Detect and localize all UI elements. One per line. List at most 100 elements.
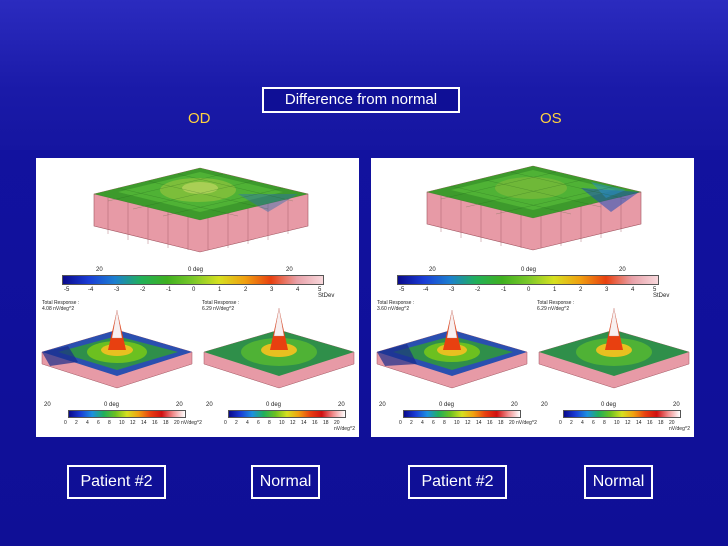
tick-label: 4 <box>631 287 635 293</box>
axis-label: 20 <box>44 402 51 408</box>
caption-od-patient: Patient #2 <box>67 465 166 499</box>
tick-label: -1 <box>166 287 172 293</box>
axis-label: 20 <box>286 267 293 273</box>
slide-title: Difference from normal <box>262 87 460 113</box>
patient-scale-ticks: 0 2 4 6 8 10 12 14 16 18 20 nV/deg^2 <box>64 420 204 428</box>
axis-label: 20 <box>619 267 626 273</box>
caption-os-patient: Patient #2 <box>408 465 507 499</box>
tick-label: 20 nV/deg^2 <box>509 420 537 426</box>
tick-label: 14 <box>476 420 482 426</box>
patient-response-value: 3.60 nV/deg^2 <box>377 306 410 312</box>
tick-label: 3 <box>605 287 609 293</box>
tick-label: 20 nV/deg^2 <box>174 420 202 426</box>
tick-label: -3 <box>449 287 455 293</box>
tick-label: 2 <box>579 287 583 293</box>
tick-label: 12 <box>465 420 471 426</box>
difference-scale-ticks: -5 -4 -3 -2 -1 0 1 2 3 4 5 StDev <box>399 287 671 299</box>
axis-label: 20 <box>379 402 386 408</box>
header-band <box>0 0 728 150</box>
axis-label: 0 deg <box>104 402 120 408</box>
caption-od-normal: Normal <box>251 465 320 499</box>
tick-label: 12 <box>625 420 631 426</box>
tick-label: 16 <box>647 420 653 426</box>
normal-response-value: 6.29 nV/deg^2 <box>202 306 235 312</box>
panel-od: 20 0 deg 20 -5 -4 -3 -2 -1 0 1 2 3 4 5 S… <box>36 158 359 437</box>
tick-label: 2 <box>570 420 573 426</box>
normal-response-label: Total Response : <box>202 300 240 306</box>
axis-label: 20 <box>541 402 548 408</box>
tick-label: -4 <box>423 287 429 293</box>
patient-response-map-3d <box>41 309 193 389</box>
tick-label: 0 <box>399 420 402 426</box>
tick-label: 20 nV/deg^2 <box>669 420 690 432</box>
patient-axis-od: 20 0 deg 20 <box>44 402 194 410</box>
tick-label: 8 <box>443 420 446 426</box>
tick-label: 16 <box>312 420 318 426</box>
normal-response-map-3d <box>203 308 355 389</box>
tick-label: 14 <box>141 420 147 426</box>
tick-label: 5 StDev <box>318 287 335 299</box>
patient-color-scale <box>403 410 521 418</box>
tick-label: 16 <box>152 420 158 426</box>
axis-label: 0 deg <box>266 402 282 408</box>
tick-label: 20 nV/deg^2 <box>334 420 355 432</box>
tick-label: 6 <box>257 420 260 426</box>
tick-label: 1 <box>218 287 222 293</box>
tick-label: 2 <box>75 420 78 426</box>
difference-map-3d <box>426 165 642 251</box>
normal-response-value: 6.29 nV/deg^2 <box>537 306 570 312</box>
patient-scale-ticks: 0 2 4 6 8 10 12 14 16 18 20 nV/deg^2 <box>399 420 539 428</box>
tick-label: 10 <box>614 420 620 426</box>
top-axis-od: 20 0 deg 20 <box>96 267 296 275</box>
difference-map-3d <box>93 167 309 253</box>
axis-label: 20 <box>511 402 518 408</box>
tick-label: -2 <box>475 287 481 293</box>
tick-label: 14 <box>301 420 307 426</box>
tick-label: -2 <box>140 287 146 293</box>
od-label: OD <box>188 110 211 127</box>
tick-label: 5 StDev <box>653 287 670 299</box>
tick-label: 18 <box>658 420 664 426</box>
axis-label: 0 deg <box>521 267 537 273</box>
tick-label: 3 <box>270 287 274 293</box>
tick-label: 4 <box>86 420 89 426</box>
tick-label: 0 <box>224 420 227 426</box>
tick-label: 8 <box>268 420 271 426</box>
tick-label: 12 <box>290 420 296 426</box>
normal-color-scale <box>228 410 346 418</box>
tick-label: -1 <box>501 287 507 293</box>
tick-label: 4 <box>296 287 300 293</box>
os-label: OS <box>540 110 562 127</box>
axis-label: 0 deg <box>601 402 617 408</box>
tick-label: 10 <box>454 420 460 426</box>
axis-label: 0 deg <box>188 267 204 273</box>
tick-label: 14 <box>636 420 642 426</box>
tick-label: -4 <box>88 287 94 293</box>
caption-os-normal: Normal <box>584 465 653 499</box>
tick-label: 8 <box>108 420 111 426</box>
axis-label: 20 <box>206 402 213 408</box>
tick-label: 10 <box>119 420 125 426</box>
tick-label: 10 <box>279 420 285 426</box>
axis-label: 20 <box>429 267 436 273</box>
axis-label: 20 <box>338 402 345 408</box>
tick-label: 0 <box>527 287 531 293</box>
panel-os: 20 0 deg 20 -5 -4 -3 -2 -1 0 1 2 3 4 5 S… <box>371 158 694 437</box>
normal-scale-ticks: 0 2 4 6 8 10 12 14 16 18 20 nV/deg^2 <box>559 420 694 432</box>
normal-axis-os: 20 0 deg 20 <box>541 402 691 410</box>
normal-response-label: Total Response : <box>537 300 575 306</box>
difference-color-scale <box>397 275 659 285</box>
tick-label: 12 <box>130 420 136 426</box>
axis-label: 20 <box>96 267 103 273</box>
tick-label: 8 <box>603 420 606 426</box>
patient-response-label: Total Response : <box>42 300 80 306</box>
patient-response-map-3d <box>376 309 528 389</box>
tick-label: 6 <box>97 420 100 426</box>
tick-label: 2 <box>410 420 413 426</box>
tick-label: 2 <box>235 420 238 426</box>
tick-label: 0 <box>64 420 67 426</box>
tick-label: -5 <box>64 287 70 293</box>
axis-label: 20 <box>176 402 183 408</box>
normal-scale-ticks: 0 2 4 6 8 10 12 14 16 18 20 nV/deg^2 <box>224 420 359 432</box>
tick-label: 2 <box>244 287 248 293</box>
